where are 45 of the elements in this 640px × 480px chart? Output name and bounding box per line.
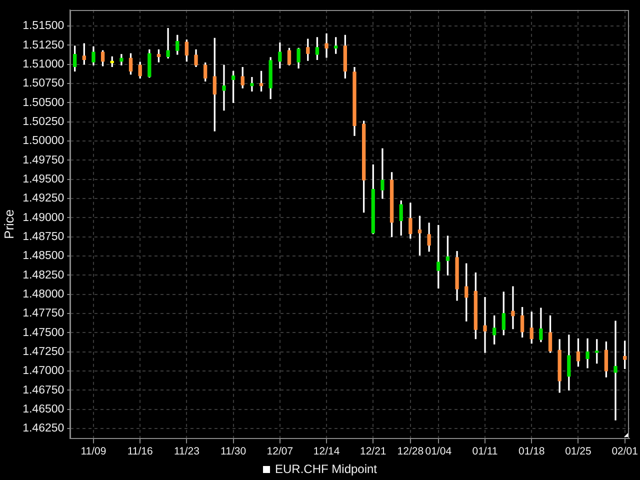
x-tick-label: 01/25: [565, 446, 592, 458]
y-tick-label: 1.48750: [22, 230, 64, 243]
x-tick-label: 11/09: [80, 446, 106, 458]
x-tick-label: 12/28: [397, 446, 424, 458]
y-tick-label: 1.46750: [22, 384, 64, 396]
candlestick: [222, 64, 226, 111]
y-tick-label: 1.49500: [22, 173, 64, 186]
x-tick-label: 11/30: [220, 446, 246, 458]
y-tick-label: 1.51250: [22, 39, 64, 52]
y-tick-label: 1.47000: [22, 365, 64, 378]
y-tick-label: 1.49250: [22, 192, 64, 205]
candlestick: [483, 297, 487, 353]
x-tick-label: 12/07: [266, 446, 294, 458]
y-tick-label: 1.48000: [22, 288, 64, 300]
x-tick-label: 02/01: [612, 446, 638, 458]
y-tick-label: 1.50500: [22, 96, 64, 109]
candlestick: [380, 148, 384, 199]
y-tick-label: 1.47500: [22, 326, 64, 339]
y-tick-label: 1.48500: [22, 250, 64, 262]
x-tick-label: 12/21: [360, 446, 386, 458]
x-tick-label: 11/16: [127, 446, 153, 458]
y-axis-title: Price: [1, 209, 16, 239]
y-tick-label: 1.50750: [22, 78, 64, 90]
candlestick: [250, 77, 254, 92]
candlestick: [614, 320, 618, 420]
y-tick-label: 1.47250: [22, 346, 64, 358]
x-tick-label: 01/04: [425, 446, 452, 458]
y-tick-label: 1.49000: [22, 212, 64, 224]
y-tick-label: 1.48250: [22, 269, 64, 282]
candlestick: [324, 33, 328, 58]
candlestick: [511, 286, 515, 330]
y-tick-label: 1.49750: [22, 154, 64, 166]
candlestick: [166, 28, 170, 59]
y-tick-label: 1.50000: [22, 135, 64, 148]
x-tick-label: 12/14: [313, 446, 340, 458]
y-tick-label: 1.46250: [22, 422, 64, 435]
y-tick-label: 1.51500: [22, 20, 64, 32]
y-tick-label: 1.50250: [22, 116, 64, 128]
x-tick-label: 01/11: [472, 446, 498, 458]
text: EUR.CHF Midpoint: [274, 462, 378, 476]
x-tick-label: 11/23: [174, 446, 200, 458]
y-tick-label: 1.46500: [22, 403, 64, 416]
y-tick-label: 1.47750: [22, 308, 64, 320]
x-tick-label: 01/18: [518, 446, 545, 458]
y-tick-label: 1.51000: [22, 58, 64, 70]
